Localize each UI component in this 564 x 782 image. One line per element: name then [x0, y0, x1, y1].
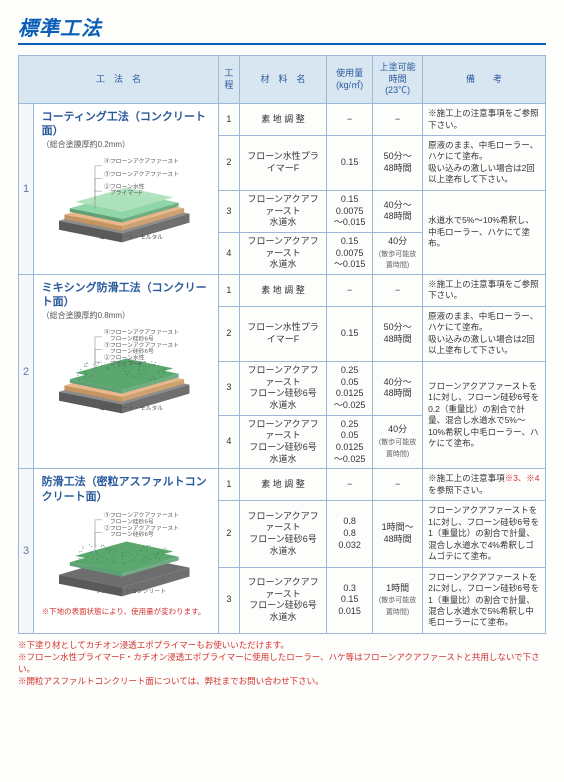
method-cell: 防滑工法（密粒アスファルトコンクリート面） ③フローンアクアファースト フローン硅… [33, 469, 218, 634]
usage-amount: 0.150.0075〜0.015 [327, 232, 373, 274]
group-number: 2 [19, 275, 34, 469]
step-number: 3 [218, 567, 239, 633]
remarks-cell: ※施工上の注意事項※3、※4を参照下さい。 [423, 469, 546, 501]
recoat-time: − [373, 469, 423, 501]
remarks-cell: ※施工上の注意事項をご参照下さい。 [423, 104, 546, 136]
recoat-time: 40分(散歩可能放置時間) [373, 232, 423, 274]
page-title: 標準工法 [18, 12, 546, 45]
method-title: ミキシング防滑工法（コンクリート面） [42, 281, 212, 310]
th-step: 工程 [218, 56, 239, 104]
material-name: フローンアクアファースト水道水 [239, 232, 326, 274]
recoat-time: − [373, 104, 423, 136]
material-name: フローンアクアファーストフローン硅砂6号水道水 [239, 567, 326, 633]
material-name: フローンアクアファーストフローン硅砂6号水道水 [239, 501, 326, 567]
step-number: 3 [218, 361, 239, 415]
svg-text:②フローン水性: ②フローン水性 [104, 353, 145, 361]
material-name: 素 地 調 整 [239, 469, 326, 501]
th-remarks: 備 考 [423, 56, 546, 104]
svg-text:フローン硅砂6号: フローン硅砂6号 [104, 517, 154, 525]
table-row: 2ミキシング防滑工法（コンクリート面）（総合塗膜厚約0.8mm）④フローンアクア… [19, 275, 546, 307]
method-title: 防滑工法（密粒アスファルトコンクリート面） [42, 475, 212, 504]
footnote-line: ※フローン水性プライマーF・カチオン浸透エポプライマーに使用したローラー、ハケ等… [18, 652, 546, 676]
step-number: 1 [218, 104, 239, 136]
remarks-cell: フローンアクアファーストを2に対し、フローン硅砂6号を1（重量比）の割合で計量、… [423, 567, 546, 633]
diagram-note: ※下地の表面状態により、使用量が変わります。 [42, 607, 212, 617]
step-number: 2 [218, 136, 239, 191]
remarks-cell: ※施工上の注意事項をご参照下さい。 [423, 275, 546, 307]
recoat-time: 50分〜48時間 [373, 136, 423, 191]
footnotes: ※下塗り材としてカチオン浸透エポプライマーもお使いいただけます。※フローン水性プ… [18, 640, 546, 688]
material-name: フローン水性プライマーF [239, 306, 326, 361]
construction-table: 工 法 名 工程 材 料 名 使用量 (kg/㎡) 上塗可能時間 (23℃) 備… [18, 55, 546, 634]
recoat-time: 40分〜48時間 [373, 190, 423, 232]
step-number: 4 [218, 415, 239, 469]
method-cell: ミキシング防滑工法（コンクリート面）（総合塗膜厚約0.8mm） ④フローンアクアフ… [33, 275, 218, 469]
group-number: 3 [19, 469, 34, 634]
recoat-time: 1時間〜48時間 [373, 501, 423, 567]
th-recoat: 上塗可能時間 (23℃) [373, 56, 423, 104]
recoat-time: 40分〜48時間 [373, 361, 423, 415]
usage-amount: − [327, 469, 373, 501]
usage-amount: − [327, 104, 373, 136]
usage-amount: 0.15 [327, 136, 373, 191]
footnote-line: ※開粒アスファルトコンクリート面については、弊社までお問い合わせ下さい。 [18, 676, 546, 688]
svg-text:②フローン水性: ②フローン水性 [104, 182, 145, 190]
usage-amount: 0.15 [327, 306, 373, 361]
remarks-cell: 原液のまま、中毛ローラー、ハケにて塗布。吸い込みの激しい場合は2回以上塗布して下… [423, 136, 546, 191]
usage-amount: 0.150.0075〜0.015 [327, 190, 373, 232]
svg-text:プライマーF: プライマーF [104, 190, 143, 197]
svg-text:③フローンアクアファースト: ③フローンアクアファースト [104, 170, 179, 178]
step-number: 1 [218, 275, 239, 307]
usage-amount: 0.80.80.032 [327, 501, 373, 567]
usage-amount: − [327, 275, 373, 307]
material-name: フローンアクアファーストフローン硅砂6号水道水 [239, 361, 326, 415]
svg-text:アスファルトコンクリート: アスファルトコンクリート [96, 588, 166, 595]
svg-text:フローン硅砂6号: フローン硅砂6号 [104, 530, 154, 538]
svg-text:②フローンアクアファースト: ②フローンアクアファースト [104, 524, 179, 532]
svg-text:プライマーF: プライマーF [104, 361, 143, 368]
th-usage: 使用量 (kg/㎡) [327, 56, 373, 104]
step-number: 2 [218, 306, 239, 361]
svg-text:フローン硅砂6号: フローン硅砂6号 [104, 347, 154, 355]
svg-text:③フローンアクアファースト: ③フローンアクアファースト [104, 511, 179, 519]
step-number: 4 [218, 232, 239, 274]
remarks-cell: 水道水で5%〜10%希釈し、中毛ローラー、ハケにて塗布。 [423, 190, 546, 274]
material-name: 素 地 調 整 [239, 275, 326, 307]
usage-amount: 0.250.050.0125〜0.025 [327, 415, 373, 469]
recoat-time: − [373, 275, 423, 307]
svg-text:④フローンアクアファースト: ④フローンアクアファースト [104, 328, 179, 336]
recoat-time: 40分(散歩可能放置時間) [373, 415, 423, 469]
method-subtitle: （総合塗膜厚約0.2mm） [42, 140, 212, 150]
material-name: フローンアクアファースト水道水 [239, 190, 326, 232]
table-header-row: 工 法 名 工程 材 料 名 使用量 (kg/㎡) 上塗可能時間 (23℃) 備… [19, 56, 546, 104]
svg-text:フローン硅砂6号: フローン硅砂6号 [104, 334, 154, 342]
step-number: 1 [218, 469, 239, 501]
group-number: 1 [19, 104, 34, 275]
remarks-cell: 原液のまま、中毛ローラー、ハケにて塗布。吸い込みの激しい場合は2回以上塗布して下… [423, 306, 546, 361]
table-row: 3防滑工法（密粒アスファルトコンクリート面）③フローンアクアファースト フローン… [19, 469, 546, 501]
material-name: フローン水性プライマーF [239, 136, 326, 191]
svg-text:コンクリート・モルタル: コンクリート・モルタル [98, 404, 162, 412]
usage-amount: 0.250.050.0125〜0.025 [327, 361, 373, 415]
svg-text:③フローンアクアファースト: ③フローンアクアファースト [104, 341, 179, 349]
step-number: 3 [218, 190, 239, 232]
usage-amount: 0.30.150.015 [327, 567, 373, 633]
recoat-time: 50分〜48時間 [373, 306, 423, 361]
remarks-cell: フローンアクアファーストを1に対し、フローン硅砂6号を1（重量比）の割合で計量、… [423, 501, 546, 567]
method-title: コーティング工法（コンクリート面） [42, 110, 212, 139]
method-cell: コーティング工法（コンクリート面）（総合塗膜厚約0.2mm） ④フローンアクアファ… [33, 104, 218, 275]
th-name: 工 法 名 [19, 56, 219, 104]
step-number: 2 [218, 501, 239, 567]
table-row: 1コーティング工法（コンクリート面）（総合塗膜厚約0.2mm）④フローンアクアフ… [19, 104, 546, 136]
svg-text:④フローンアクアファースト: ④フローンアクアファースト [104, 157, 179, 165]
material-name: 素 地 調 整 [239, 104, 326, 136]
th-material: 材 料 名 [239, 56, 326, 104]
method-subtitle: （総合塗膜厚約0.8mm） [42, 311, 212, 321]
footnote-line: ※下塗り材としてカチオン浸透エポプライマーもお使いいただけます。 [18, 640, 546, 652]
material-name: フローンアクアファーストフローン硅砂6号水道水 [239, 415, 326, 469]
remarks-cell: フローンアクアファーストを1に対し、フローン硅砂6号を0.2（重量比）の割合で計… [423, 361, 546, 469]
svg-text:コンクリート・モルタル: コンクリート・モルタル [98, 233, 162, 241]
recoat-time: 1時間(散歩可能放置時間) [373, 567, 423, 633]
